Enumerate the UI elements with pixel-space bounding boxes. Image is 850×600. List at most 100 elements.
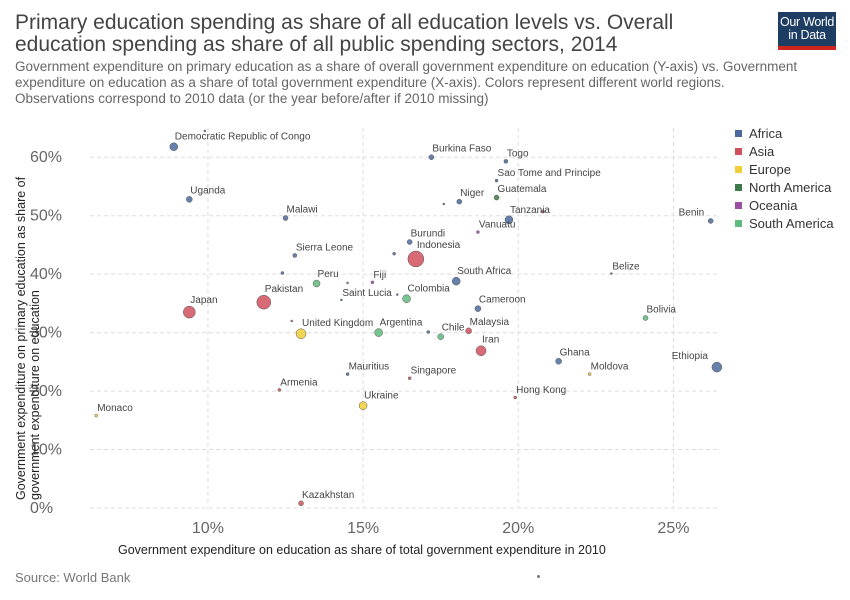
data-point[interactable] [290, 319, 293, 323]
data-point[interactable] [395, 293, 399, 296]
legend-item[interactable]: Africa [735, 124, 834, 142]
data-point[interactable] [707, 218, 714, 224]
point-labels: Democratic Republic of Congo Uganda Malawi… [97, 132, 708, 501]
point-label: Kazakhstan [302, 490, 354, 501]
logo-line-2: in Data [788, 28, 826, 42]
y-tick-label: 50% [30, 208, 62, 225]
point-label: Sierra Leone [296, 242, 354, 253]
data-point[interactable] [280, 271, 285, 275]
data-point[interactable] [476, 230, 480, 234]
data-point[interactable] [503, 159, 509, 164]
legend-swatch [735, 165, 742, 173]
legend-item[interactable]: North America [735, 178, 834, 196]
point-label: Bolivia [647, 305, 677, 316]
data-point[interactable] [340, 298, 343, 302]
legend-item[interactable]: South America [735, 214, 834, 232]
x-tick-label: 15% [347, 520, 379, 537]
region-legend: Africa Asia Europe North America Oceania Sout… [735, 124, 834, 232]
data-point[interactable] [256, 294, 272, 310]
data-point[interactable] [277, 388, 282, 392]
y-axis-title-line-1: Government expenditure on primary educat… [14, 176, 28, 500]
data-point[interactable] [94, 413, 98, 418]
point-label: United Kingdom [302, 318, 373, 329]
data-point[interactable] [494, 178, 499, 183]
data-point[interactable] [451, 276, 461, 286]
data-point[interactable] [295, 328, 307, 340]
point-label: Cameroon [479, 295, 526, 306]
source-note: Source: World Bank [15, 570, 131, 585]
data-point[interactable] [456, 198, 463, 205]
data-point[interactable] [442, 202, 446, 206]
data-point[interactable] [169, 142, 179, 151]
point-label: Moldova [591, 362, 629, 373]
data-point[interactable] [370, 280, 375, 285]
y-axis-title-line-2: government expenditure on education [28, 290, 42, 500]
point-label: Belize [612, 262, 640, 273]
data-point[interactable] [642, 315, 649, 321]
data-point[interactable] [312, 279, 321, 288]
point-label: Sao Tome and Principe [498, 168, 602, 179]
data-point[interactable] [504, 215, 514, 225]
y-tick-label: 60% [30, 149, 62, 166]
data-point[interactable] [346, 281, 349, 285]
data-point[interactable] [493, 194, 500, 201]
data-point[interactable] [610, 272, 613, 275]
data-point[interactable] [407, 376, 412, 380]
legend-item[interactable]: Asia [735, 142, 834, 160]
point-label: Ghana [560, 347, 590, 358]
data-point[interactable] [587, 372, 592, 376]
legend-label: North America [749, 179, 832, 195]
point-label: Singapore [411, 366, 457, 377]
point-label: Benin [679, 207, 705, 218]
point-label: Burundi [411, 229, 445, 240]
data-point[interactable] [402, 294, 411, 303]
point-label: Burkina Faso [432, 144, 491, 155]
data-point[interactable] [203, 129, 207, 133]
data-point[interactable] [345, 372, 350, 376]
point-label: Togo [507, 148, 529, 159]
legend-label: Africa [749, 125, 783, 141]
point-label: Colombia [408, 284, 451, 295]
legend-label: Europe [749, 161, 791, 177]
legend-label: South America [749, 215, 834, 231]
data-point[interactable] [406, 239, 413, 245]
logo-accent-bar [778, 46, 836, 50]
point-label: Indonesia [417, 240, 461, 251]
data-point[interactable] [465, 327, 472, 335]
point-label: Iran [482, 335, 499, 346]
data-point[interactable] [437, 333, 444, 340]
data-point[interactable] [282, 215, 289, 221]
data-point[interactable] [475, 345, 487, 356]
data-point[interactable] [374, 328, 383, 337]
data-point[interactable] [392, 251, 396, 256]
data-point[interactable] [186, 196, 193, 203]
data-point[interactable] [513, 395, 517, 400]
legend-item[interactable]: Europe [735, 160, 834, 178]
owid-logo[interactable]: Our World in Data [778, 12, 836, 50]
point-label: Armenia [280, 377, 318, 388]
point-label: South Africa [457, 266, 511, 277]
y-tick-label: 40% [30, 266, 62, 283]
data-point[interactable] [426, 330, 431, 334]
point-label: Niger [460, 188, 485, 199]
data-point[interactable] [298, 500, 304, 507]
point-label: Tanzania [510, 205, 550, 216]
point-label: Uganda [190, 185, 225, 196]
data-point[interactable] [407, 250, 425, 268]
point-label: Hong Kong [516, 385, 566, 396]
data-point[interactable] [474, 305, 482, 312]
legend-item[interactable]: Oceania [735, 196, 834, 214]
legend-swatch [735, 219, 742, 227]
data-point[interactable] [358, 401, 368, 410]
data-point[interactable] [428, 154, 435, 160]
legend-swatch [735, 183, 742, 191]
point-label: Pakistan [265, 284, 303, 295]
data-point[interactable] [183, 305, 196, 319]
point-label: Malaysia [470, 317, 510, 328]
data-point[interactable] [555, 358, 562, 365]
x-tick-label: 10% [192, 520, 224, 537]
data-point[interactable] [711, 361, 723, 373]
data-point[interactable] [541, 209, 545, 214]
legend-swatch [735, 129, 742, 137]
data-point[interactable] [292, 253, 298, 258]
